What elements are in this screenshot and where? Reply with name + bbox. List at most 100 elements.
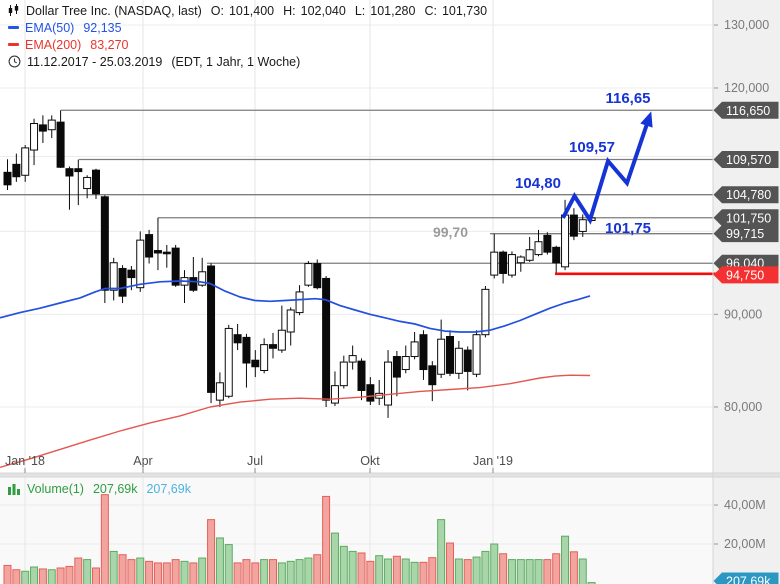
level-price-tag-text: 109,570 — [726, 153, 771, 167]
candle — [552, 245, 561, 274]
candle — [260, 338, 269, 374]
candle — [463, 346, 472, 391]
ema50-label: EMA(50) — [25, 20, 75, 35]
date-range-text: 11.12.2017 - 25.03.2019 — [27, 54, 163, 69]
candle — [454, 341, 463, 379]
candle — [516, 255, 525, 272]
candle — [145, 229, 154, 264]
ohlc-close-label: C: — [424, 3, 437, 18]
gray-price-annotation: 99,70 — [433, 224, 468, 240]
candle — [21, 145, 30, 182]
candle — [65, 166, 74, 210]
candle — [446, 330, 454, 377]
candle — [277, 305, 286, 353]
ohlc-close-value: 101,730 — [441, 3, 488, 18]
candle — [366, 377, 375, 406]
candlestick-icon — [8, 4, 20, 17]
x-axis-label: Okt — [360, 454, 380, 468]
level-price-tag — [713, 225, 779, 243]
candle — [304, 261, 313, 287]
candle — [38, 115, 47, 143]
y-axis-label: 120,000 — [724, 81, 769, 95]
candle — [269, 332, 277, 359]
candle — [109, 257, 118, 301]
candle — [100, 195, 109, 304]
candle — [578, 214, 587, 237]
ohlc-low-label: L: — [354, 3, 366, 18]
candle — [3, 159, 12, 191]
projection-zigzag-arrow[interactable] — [561, 117, 651, 225]
candle — [322, 275, 331, 407]
level-price-tag — [713, 186, 779, 204]
candle — [136, 231, 145, 292]
candle — [339, 355, 348, 389]
candle — [534, 229, 543, 257]
candle — [153, 217, 162, 271]
stop-price-tag — [713, 266, 779, 284]
pane-separator[interactable] — [0, 473, 780, 477]
candle — [83, 175, 92, 199]
target-price-annotation: 104,80 — [515, 175, 561, 192]
volume-axis-label: 20,00M — [724, 537, 766, 551]
candle — [419, 330, 428, 380]
ohlc-low-value: 101,280 — [370, 3, 416, 18]
candle — [12, 153, 21, 182]
price-axis-area[interactable] — [713, 0, 780, 584]
candle — [56, 110, 65, 168]
stop-price-tag-text: 94,750 — [726, 268, 764, 282]
level-price-tag-text: 99,715 — [726, 227, 764, 241]
candle — [348, 345, 357, 370]
candle — [313, 259, 322, 290]
clock-icon — [8, 55, 21, 68]
date-range-row: 11.12.2017 - 25.03.2019 (EDT, 1 Jahr, 1 … — [8, 53, 487, 70]
candles — [3, 110, 596, 418]
volume-bars-icon — [8, 483, 21, 495]
ema50-line — [0, 280, 591, 333]
candle — [525, 236, 534, 262]
candle — [251, 350, 260, 378]
candle — [428, 361, 437, 402]
x-axis-label: Jul — [247, 454, 263, 468]
volume-value-tag-text: 207,69k — [726, 575, 771, 584]
ema50-color-dash-icon — [8, 26, 19, 29]
candle — [507, 251, 516, 278]
target-price-annotation: 116,65 — [605, 90, 650, 107]
level-price-tag-text: 104,780 — [726, 188, 771, 202]
symbol-row: Dollar Tree Inc. (NASDAQ, last) O: 101,4… — [8, 2, 487, 19]
x-axis-label: Apr — [133, 454, 152, 468]
ohlc-open-value: 101,400 — [228, 3, 275, 18]
candle — [47, 115, 56, 139]
ohlc-high-label: H: — [283, 3, 296, 18]
candle — [437, 319, 446, 379]
x-axis-label: Jan '18 — [5, 454, 45, 468]
candle — [224, 324, 233, 399]
candle — [330, 371, 339, 407]
y-axis-label: 90,000 — [724, 307, 762, 321]
x-axis-label: Jan '19 — [473, 454, 513, 468]
candle — [74, 159, 83, 206]
candle — [384, 350, 393, 418]
ema200-label: EMA(200) — [25, 37, 82, 52]
ema50-value: 92,135 — [83, 20, 122, 35]
ohlc-high-value: 102,040 — [300, 3, 346, 18]
candle — [392, 351, 401, 397]
candle — [162, 244, 171, 268]
target-price-annotation: 109,57 — [569, 139, 615, 156]
candle — [207, 263, 216, 404]
candle — [472, 330, 481, 378]
arrowhead-icon — [640, 111, 653, 128]
ohlc-open-label: O: — [210, 3, 224, 18]
level-price-tag — [713, 209, 779, 227]
candle — [499, 250, 508, 284]
candle — [490, 233, 499, 279]
volume-ma-value: 207,69k — [146, 481, 191, 496]
candle — [543, 232, 552, 255]
y-axis-label: 80,000 — [724, 400, 762, 414]
ema200-legend-row: EMA(200) 83,270 — [8, 36, 487, 53]
candle — [118, 265, 127, 304]
timeframe-text: (EDT, 1 Jahr, 1 Woche) — [171, 54, 301, 69]
ema50-legend-row: EMA(50) 92,135 — [8, 19, 487, 36]
level-price-tag-text: 116,650 — [726, 104, 770, 118]
